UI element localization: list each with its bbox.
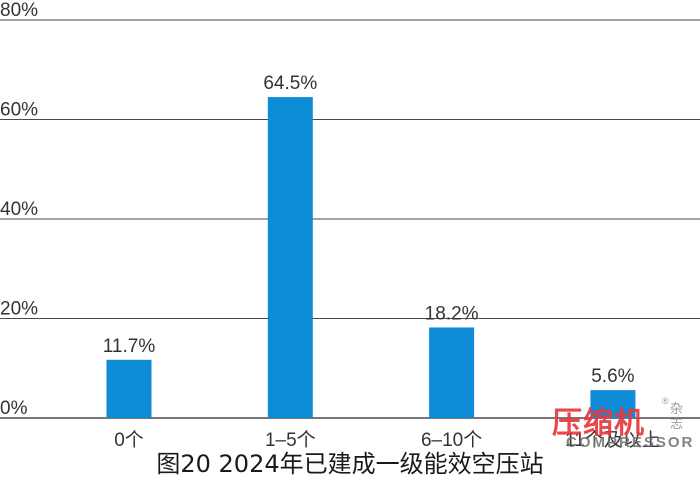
bar-value-label: 18.2% (425, 303, 479, 324)
bar-value-label: 11.7% (103, 336, 156, 357)
bar (590, 390, 636, 418)
bar (106, 359, 152, 418)
chart-title: 图20 2024年已建成一级能效空压站 (156, 450, 544, 478)
y-tick-label: 20% (0, 299, 38, 320)
bar (429, 327, 475, 418)
bar-value-label: 5.6% (591, 366, 634, 387)
y-tick-label: 80% (0, 0, 38, 21)
x-tick-label: 6–10个 (421, 429, 482, 451)
x-tick-label: 0个 (114, 429, 144, 451)
gridlines (0, 19, 700, 419)
y-axis-tick-labels: 0% 20% 40% 60% 80% (0, 0, 38, 419)
y-tick-label: 60% (0, 100, 38, 121)
bars (106, 97, 636, 419)
y-tick-label: 0% (0, 398, 28, 419)
bar-value-label: 64.5% (263, 73, 317, 94)
x-tick-label: 11个及以上 (565, 429, 661, 451)
x-axis-tick-labels: 0个 1–5个 6–10个 11个及以上 (114, 429, 661, 451)
value-labels: 11.7% 64.5% 18.2% 5.6% (103, 73, 635, 387)
y-tick-label: 40% (0, 199, 38, 220)
x-tick-label: 1–5个 (265, 429, 316, 451)
bar (267, 97, 313, 419)
